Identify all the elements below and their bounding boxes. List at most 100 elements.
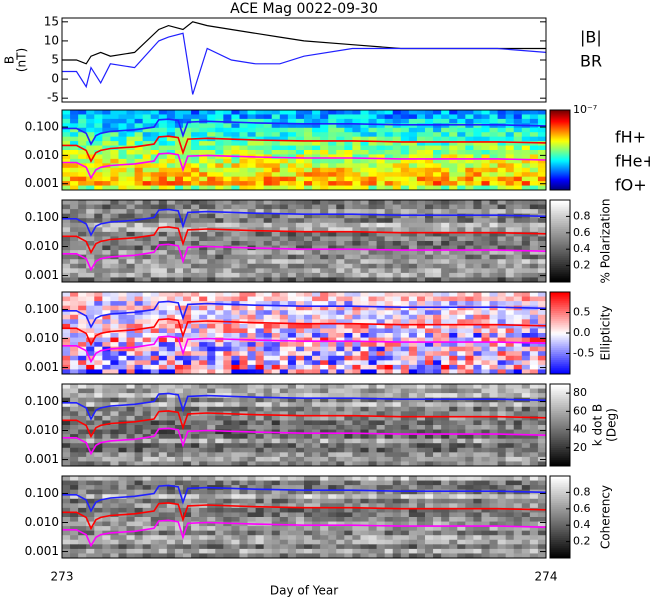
colorbar-cell [550,261,570,265]
spectrogram-cell [94,434,103,440]
spectrogram-cell [247,434,257,440]
spectrogram-cell [183,323,192,329]
spectrogram-cell [199,200,208,206]
spectrogram-cell [368,411,378,417]
spectrogram-cell [231,360,240,366]
spectrogram-cell [529,200,539,206]
spectrogram-cell [255,355,265,361]
spectrogram-cell [191,443,200,449]
spectrogram-cell [255,346,265,352]
spectrogram-cell [94,245,103,251]
spectrogram-cell [320,296,329,302]
colorbar-cell [550,386,570,389]
colorbar-frame [549,383,571,467]
spectrogram-cell [134,411,144,417]
spectrogram-cell [384,222,394,228]
spectrogram-cell [279,236,289,242]
colorbar-cell [550,130,570,133]
spectrogram-cell [529,110,539,115]
spectrogram-cell [304,277,313,283]
spectrogram-cell [368,498,378,504]
spectrogram-cell [215,167,224,173]
spectrogram-cell [384,342,394,348]
spectrogram-cell [223,254,232,260]
spectrogram-cell [416,127,426,133]
spectrogram-cell [166,452,176,458]
spectrogram-cell [223,388,232,394]
spectrogram-cell [231,346,240,352]
spectrogram-cell [328,241,337,247]
spectrogram-cell [449,402,458,408]
spectrogram-cell [392,369,402,375]
spectrogram-cell [489,461,499,467]
spectrogram-cell [86,301,95,307]
spectrogram-cell [304,452,313,458]
spectrogram-cell [207,185,216,191]
spectrogram-cell [255,209,265,215]
spectrogram-cell [336,218,345,224]
spectrogram-cell [384,452,394,458]
spectrogram-cell [166,263,176,269]
spectrogram-cell [142,443,152,449]
spectrogram-cell [207,123,216,129]
spectrogram-cell [400,364,410,370]
spectrogram-cell [344,172,353,178]
spectrogram-cell [295,364,305,370]
spectrogram-cell [304,259,313,265]
spectrogram-cell [529,301,539,307]
spectrogram-cell [376,420,386,426]
spectrogram-cell [481,141,491,147]
spectrogram-cell [529,438,539,444]
spectrogram-cell [126,200,136,206]
spectrogram-cell [465,305,474,311]
spectrogram-cell [102,443,111,449]
spectrogram-cell [239,118,249,124]
colorbar-cell [550,116,570,119]
spectrogram-cell [304,236,313,242]
spectrogram-cell [102,222,111,228]
spectrogram-cell [392,402,402,408]
spectrogram-cell [239,141,249,147]
spectrogram-cell [376,310,386,316]
spectrogram-cell [537,167,547,173]
spectrogram-cell [336,310,345,316]
spectrogram-cell [320,145,329,151]
spectrogram-cell [416,268,426,274]
spectrogram-cell [279,498,289,504]
spectrogram-cell [529,218,539,224]
spectrogram-cell [425,301,434,307]
spectrogram-cell [441,461,450,467]
spectrogram-cell [158,185,168,191]
spectrogram-cell [433,333,442,339]
spectrogram-cell [360,402,370,408]
spectrogram-cell [142,498,152,504]
spectrogram-cell [513,254,523,260]
colorbar-cell [550,418,570,422]
spectrogram-cell [304,498,313,504]
spectrogram-cell [62,245,71,251]
spectrogram-cell [529,245,539,251]
spectrogram-cell [392,163,402,169]
spectrogram-cell [142,150,152,155]
spectrogram-cell [94,185,103,191]
spectrogram-cell [425,429,434,435]
spectrogram-cell [287,434,297,440]
spectrogram-cell [142,494,152,500]
spectrogram-cell [199,402,208,408]
spectrogram-cell [134,420,144,426]
spectrogram-cell [537,443,547,449]
spectrogram-cell [449,489,458,495]
spectrogram-cell [529,250,539,256]
spectrogram-cell [304,346,313,352]
spectrogram-cell [118,158,128,164]
spectrogram-cell [118,167,128,173]
spectrogram-cell [70,393,79,399]
colorbar-cell [550,422,570,426]
spectrogram-cell [505,456,515,462]
colorbar-cell [550,243,570,246]
spectrogram-cell [521,167,531,173]
spectrogram-cell [78,154,87,160]
spectrogram-cell [320,176,329,182]
spectrogram-cell [320,319,329,325]
spectrogram-cell [239,277,249,283]
